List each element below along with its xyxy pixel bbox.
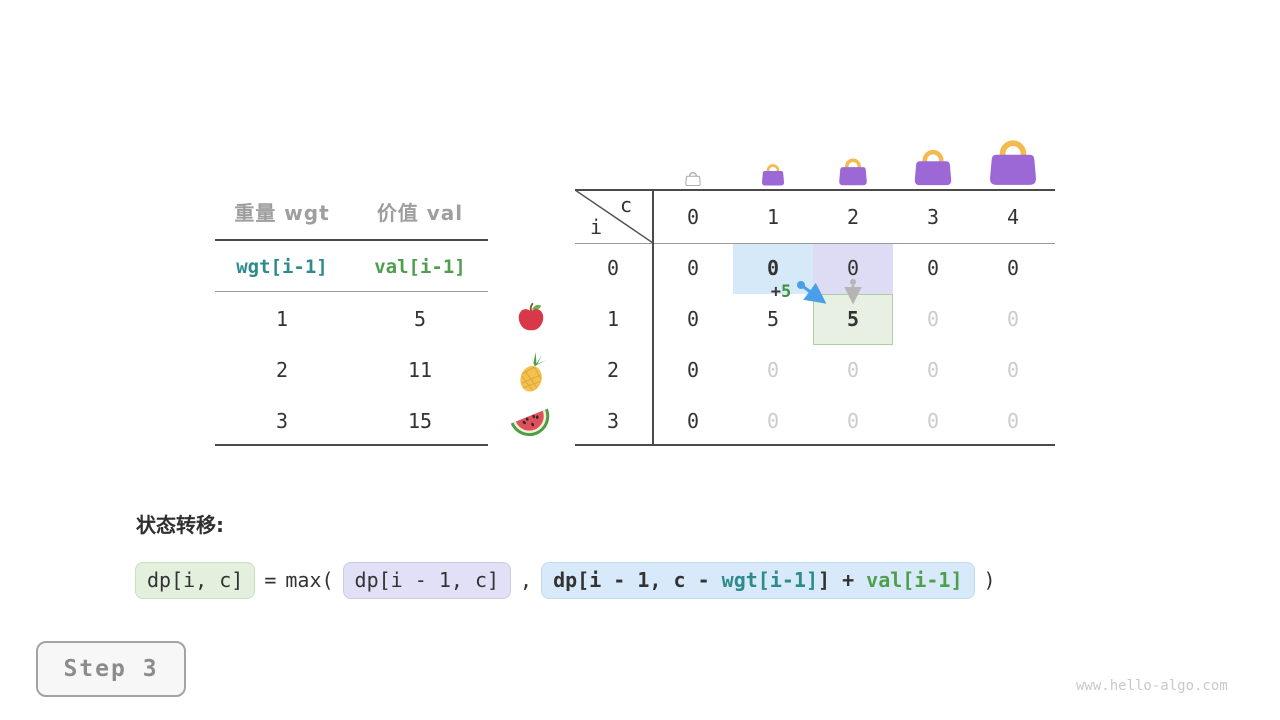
watermark: www.hello-algo.com <box>1076 678 1228 694</box>
corner-col-var: c <box>619 193 633 217</box>
apple-icon <box>516 301 546 333</box>
dp-vertical-rule <box>652 189 654 446</box>
formula-close-paren: ) <box>983 568 996 592</box>
plus-value-annotation: +5 <box>757 282 805 304</box>
transition-label: 状态转移: <box>136 513 224 537</box>
item-weight: 1 <box>275 307 289 331</box>
item-weight: 2 <box>275 358 289 382</box>
dp-col-header: 0 <box>686 205 700 229</box>
dp-row-header: 0 <box>606 256 620 280</box>
dp-bottom-rule <box>575 444 1055 446</box>
dp-cell: 0 <box>846 358 860 382</box>
dp-cell: 0 <box>926 256 940 280</box>
formula-keep-chip: dp[i - 1, c] <box>342 561 512 599</box>
dp-top-rule <box>575 189 1055 191</box>
weight-index-label: wgt[i-1] <box>236 256 328 278</box>
take-wgt-term: wgt[i-1] <box>721 567 818 592</box>
formula-comma: , <box>520 568 533 592</box>
bag-icon-empty <box>685 171 701 186</box>
bag-icon-1 <box>761 163 785 186</box>
value-index-label: val[i-1] <box>374 256 466 278</box>
formula-max-open: max( <box>285 568 334 592</box>
formula-result-chip: dp[i, c] <box>135 561 256 599</box>
plus-sign: + <box>770 282 781 302</box>
dp-cell: 0 <box>686 307 700 331</box>
item-value: 11 <box>407 358 433 382</box>
dp-cell: 5 <box>846 307 860 331</box>
dp-cell: 0 <box>846 409 860 433</box>
dp-cell: 0 <box>1006 409 1020 433</box>
corner-row-var: i <box>589 215 603 239</box>
dp-cell: 0 <box>1006 256 1020 280</box>
dp-cell: 0 <box>686 409 700 433</box>
dp-cell: 0 <box>926 358 940 382</box>
value-column-header: 价值 val <box>376 201 464 225</box>
dp-cell: 0 <box>926 307 940 331</box>
dp-table: c i 0 1 2 3 4 0 1 2 3 0 0 0 0 0 0 5 5 0 … <box>575 189 1055 446</box>
dp-cell: 5 <box>766 307 780 331</box>
dp-cell: 0 <box>686 256 700 280</box>
dp-header-rule <box>575 243 1055 244</box>
dp-col-header: 2 <box>846 205 860 229</box>
added-value: 5 <box>781 282 792 302</box>
take-mid: ] + <box>818 567 867 592</box>
take-prefix: dp[i - 1, c - <box>553 567 722 592</box>
dp-cell: 0 <box>1006 307 1020 331</box>
dp-cell: 0 <box>686 358 700 382</box>
formula-take-chip: dp[i - 1, c - wgt[i-1]] + val[i-1] <box>541 561 975 599</box>
dp-cell: 0 <box>766 358 780 382</box>
bag-icon-4 <box>988 138 1038 186</box>
item-weight: 3 <box>275 409 289 433</box>
corner-diagonal <box>575 190 653 243</box>
dp-cell: 0 <box>926 409 940 433</box>
take-val-term: val[i-1] <box>866 567 963 592</box>
bag-icon-3 <box>913 148 953 186</box>
item-value: 5 <box>413 307 427 331</box>
dp-cell: 0 <box>846 256 860 280</box>
pineapple-icon <box>514 350 552 394</box>
transition-formula: dp[i, c] = max( dp[i - 1, c] , dp[i - 1,… <box>135 560 996 600</box>
dp-row-header: 3 <box>606 409 620 433</box>
dp-cell: 0 <box>766 256 780 280</box>
dp-cell: 0 <box>1006 358 1020 382</box>
weight-column-header: 重量 wgt <box>234 201 330 225</box>
dp-col-header: 4 <box>1006 205 1020 229</box>
step-badge: Step 3 <box>36 641 186 697</box>
dp-row-header: 2 <box>606 358 620 382</box>
formula-equals: = <box>264 568 277 592</box>
dp-cell: 0 <box>766 409 780 433</box>
watermelon-icon <box>507 399 553 441</box>
dp-col-header: 1 <box>766 205 780 229</box>
items-table-index-rule <box>215 291 488 292</box>
dp-col-header: 3 <box>926 205 940 229</box>
bag-icon-2 <box>838 157 868 186</box>
item-value: 15 <box>407 409 433 433</box>
items-table-header-rule <box>215 239 488 241</box>
items-table-bottom-rule <box>215 444 488 446</box>
items-table: 重量 wgt 价值 val wgt[i-1] val[i-1] 1 5 2 11… <box>215 195 488 447</box>
dp-row-header: 1 <box>606 307 620 331</box>
